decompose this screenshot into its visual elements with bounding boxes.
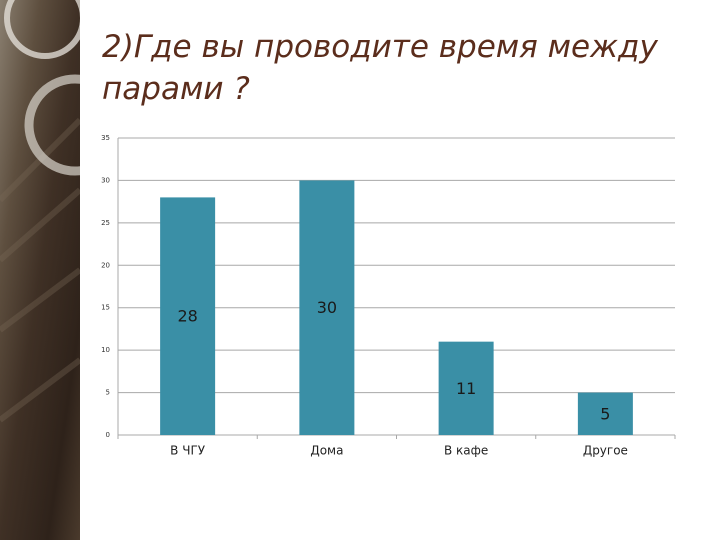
y-tick-label: 5: [106, 389, 110, 397]
x-tick-label: Другое: [583, 444, 628, 458]
bar: [299, 180, 355, 435]
bar: [160, 197, 216, 435]
y-tick-label: 25: [101, 219, 110, 227]
y-tick-label: 20: [101, 261, 110, 269]
y-tick-label: 35: [101, 134, 110, 142]
data-label: 5: [600, 404, 610, 423]
y-tick-label: 10: [101, 346, 110, 354]
y-tick-label: 30: [101, 176, 110, 184]
slide-title: 2)Где вы проводите время между парами ?: [102, 29, 658, 107]
bar: [438, 341, 494, 435]
decor-circle: [24, 74, 80, 176]
data-label: 28: [177, 307, 197, 326]
data-label: 11: [456, 379, 476, 398]
data-label: 30: [317, 298, 337, 317]
decorative-strip: [0, 0, 80, 540]
x-tick-label: В кафе: [444, 444, 488, 458]
decor-circle: [4, 0, 80, 59]
y-tick-label: 0: [106, 431, 110, 439]
x-tick-label: Дома: [310, 444, 343, 458]
y-tick-label: 15: [101, 304, 110, 312]
bar: [577, 392, 633, 435]
x-tick-label: В ЧГУ: [170, 444, 206, 458]
